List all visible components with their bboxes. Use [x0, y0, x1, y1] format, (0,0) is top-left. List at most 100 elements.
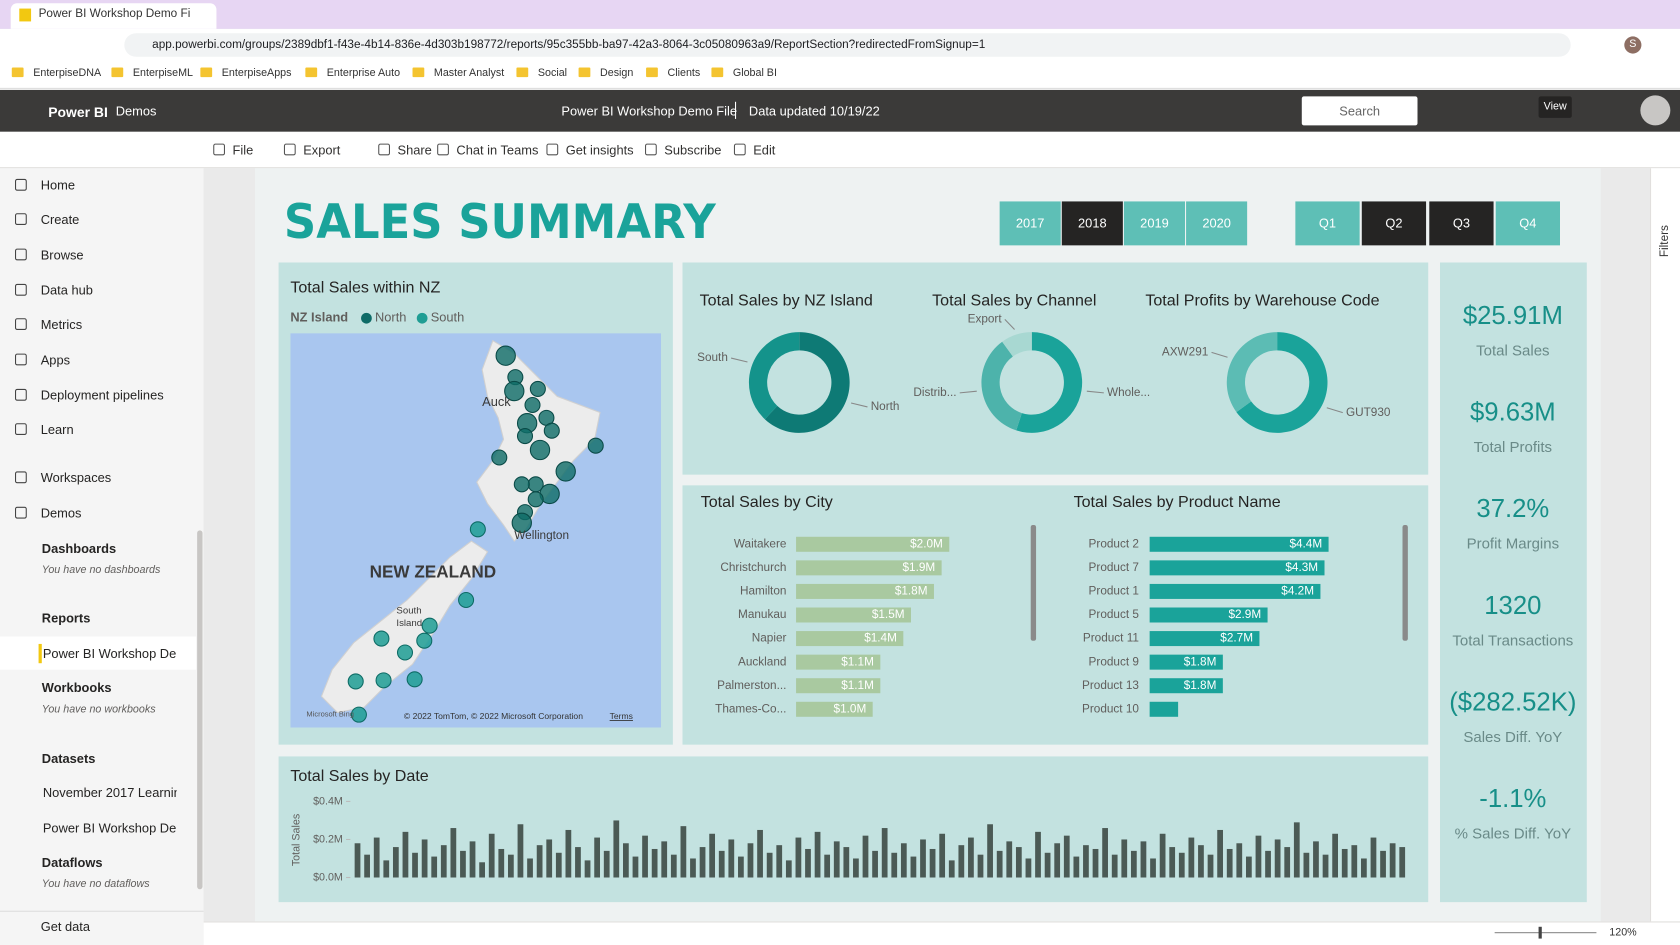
section-title[interactable]: Reports [41, 610, 91, 626]
bar[interactable] [977, 854, 984, 878]
bar[interactable] [796, 583, 934, 599]
bar[interactable] [431, 856, 438, 878]
bar[interactable] [958, 845, 965, 878]
quarters-button[interactable]: Q1 [1295, 201, 1360, 246]
bar[interactable] [642, 835, 648, 878]
bar[interactable] [1169, 847, 1176, 878]
section-item[interactable]: Power BI Workshop Den [42, 645, 177, 661]
section-title[interactable]: Datasets [41, 750, 96, 766]
bar[interactable] [1044, 852, 1051, 878]
bar[interactable] [1025, 858, 1032, 878]
section-title[interactable]: Workbooks [41, 680, 112, 696]
bar[interactable] [1293, 822, 1300, 878]
bar[interactable] [421, 839, 428, 878]
bar[interactable] [718, 850, 725, 878]
bar[interactable] [632, 856, 639, 878]
bar[interactable] [699, 847, 706, 878]
bar[interactable] [891, 852, 898, 878]
bar[interactable] [1102, 828, 1108, 878]
bar[interactable] [1149, 631, 1260, 647]
bar[interactable] [1035, 831, 1041, 878]
bar[interactable] [1054, 843, 1061, 878]
bar[interactable] [1217, 829, 1223, 878]
toolbar-action[interactable]: Share [397, 142, 432, 158]
bar[interactable] [517, 824, 524, 878]
bar[interactable] [1150, 858, 1156, 878]
bar[interactable] [929, 848, 936, 878]
bar[interactable] [1198, 845, 1204, 878]
bar[interactable] [872, 850, 878, 878]
data-updated[interactable]: Data updated 10/19/22 [748, 103, 880, 119]
bar[interactable] [796, 607, 911, 623]
bar[interactable] [843, 847, 850, 878]
nav-item[interactable]: Data hub [40, 282, 93, 298]
bookmark[interactable]: Clients [667, 67, 701, 80]
bar[interactable] [1111, 854, 1118, 878]
filters-pane[interactable] [1650, 168, 1680, 922]
workspace-name[interactable]: Demos [115, 103, 157, 119]
bar[interactable] [1121, 839, 1128, 878]
bar[interactable] [680, 826, 687, 878]
toolbar-action[interactable]: Subscribe [664, 142, 722, 158]
nav-item[interactable]: Learn [40, 422, 74, 438]
bar[interactable] [498, 848, 505, 878]
bar[interactable] [1083, 845, 1089, 878]
bar[interactable] [1322, 854, 1329, 878]
nav-item[interactable]: Create [40, 212, 80, 228]
active-tab[interactable] [10, 3, 217, 29]
app-name[interactable]: Power BI [48, 103, 108, 121]
nav-item[interactable]: Home [40, 177, 76, 193]
bar[interactable] [1245, 856, 1252, 878]
bar[interactable] [987, 824, 993, 878]
section-item[interactable]: Power BI Workshop Den [42, 820, 177, 836]
bar[interactable] [757, 829, 763, 878]
bar[interactable] [1389, 843, 1396, 878]
bar[interactable] [1063, 835, 1070, 878]
bar[interactable] [1284, 847, 1291, 878]
zoom-thumb[interactable] [1538, 926, 1542, 939]
section-title[interactable]: Dataflows [41, 855, 103, 871]
quarters-button[interactable]: Q2 [1361, 201, 1427, 246]
nav-item[interactable]: Demos [40, 505, 82, 521]
section-item[interactable]: November 2017 Learnin [42, 785, 177, 801]
bar[interactable] [776, 845, 783, 878]
nav-item[interactable]: Metrics [40, 317, 83, 333]
bar[interactable] [373, 837, 380, 878]
bar[interactable] [824, 854, 831, 878]
bar[interactable] [1149, 654, 1223, 670]
bar[interactable] [364, 854, 370, 878]
bar[interactable] [853, 858, 859, 878]
toolbar-action[interactable]: Edit [753, 142, 776, 158]
bar[interactable] [1236, 843, 1243, 878]
bar[interactable] [766, 852, 773, 878]
bar[interactable] [613, 820, 620, 878]
bar[interactable] [1255, 835, 1262, 878]
map-terms[interactable]: Terms [610, 711, 633, 721]
bookmark[interactable]: EnterpiseML [132, 67, 194, 80]
bar[interactable] [709, 833, 716, 878]
bar[interactable] [1178, 852, 1185, 878]
zoom-slider[interactable] [1494, 932, 1597, 934]
bookmark[interactable]: Social [537, 67, 568, 80]
nav-item[interactable]: Deployment pipelines [40, 387, 164, 403]
bar[interactable] [1073, 856, 1080, 878]
bar[interactable] [796, 560, 942, 576]
bar[interactable] [796, 654, 881, 670]
bar[interactable] [1159, 833, 1166, 878]
bar[interactable] [900, 843, 907, 878]
bar[interactable] [670, 854, 677, 878]
bar[interactable] [1313, 841, 1319, 878]
bar[interactable] [479, 862, 485, 878]
map[interactable] [290, 333, 662, 728]
bookmark[interactable]: Master Analyst [433, 67, 505, 80]
bar[interactable] [354, 843, 361, 878]
bar[interactable] [555, 852, 562, 878]
bar[interactable] [814, 831, 821, 878]
bar[interactable] [1149, 607, 1268, 623]
bar[interactable] [1370, 837, 1377, 878]
bar[interactable] [738, 856, 744, 878]
user-avatar[interactable] [1640, 95, 1671, 126]
bar[interactable] [939, 833, 946, 878]
bar[interactable] [833, 841, 840, 878]
bar[interactable] [661, 841, 668, 878]
